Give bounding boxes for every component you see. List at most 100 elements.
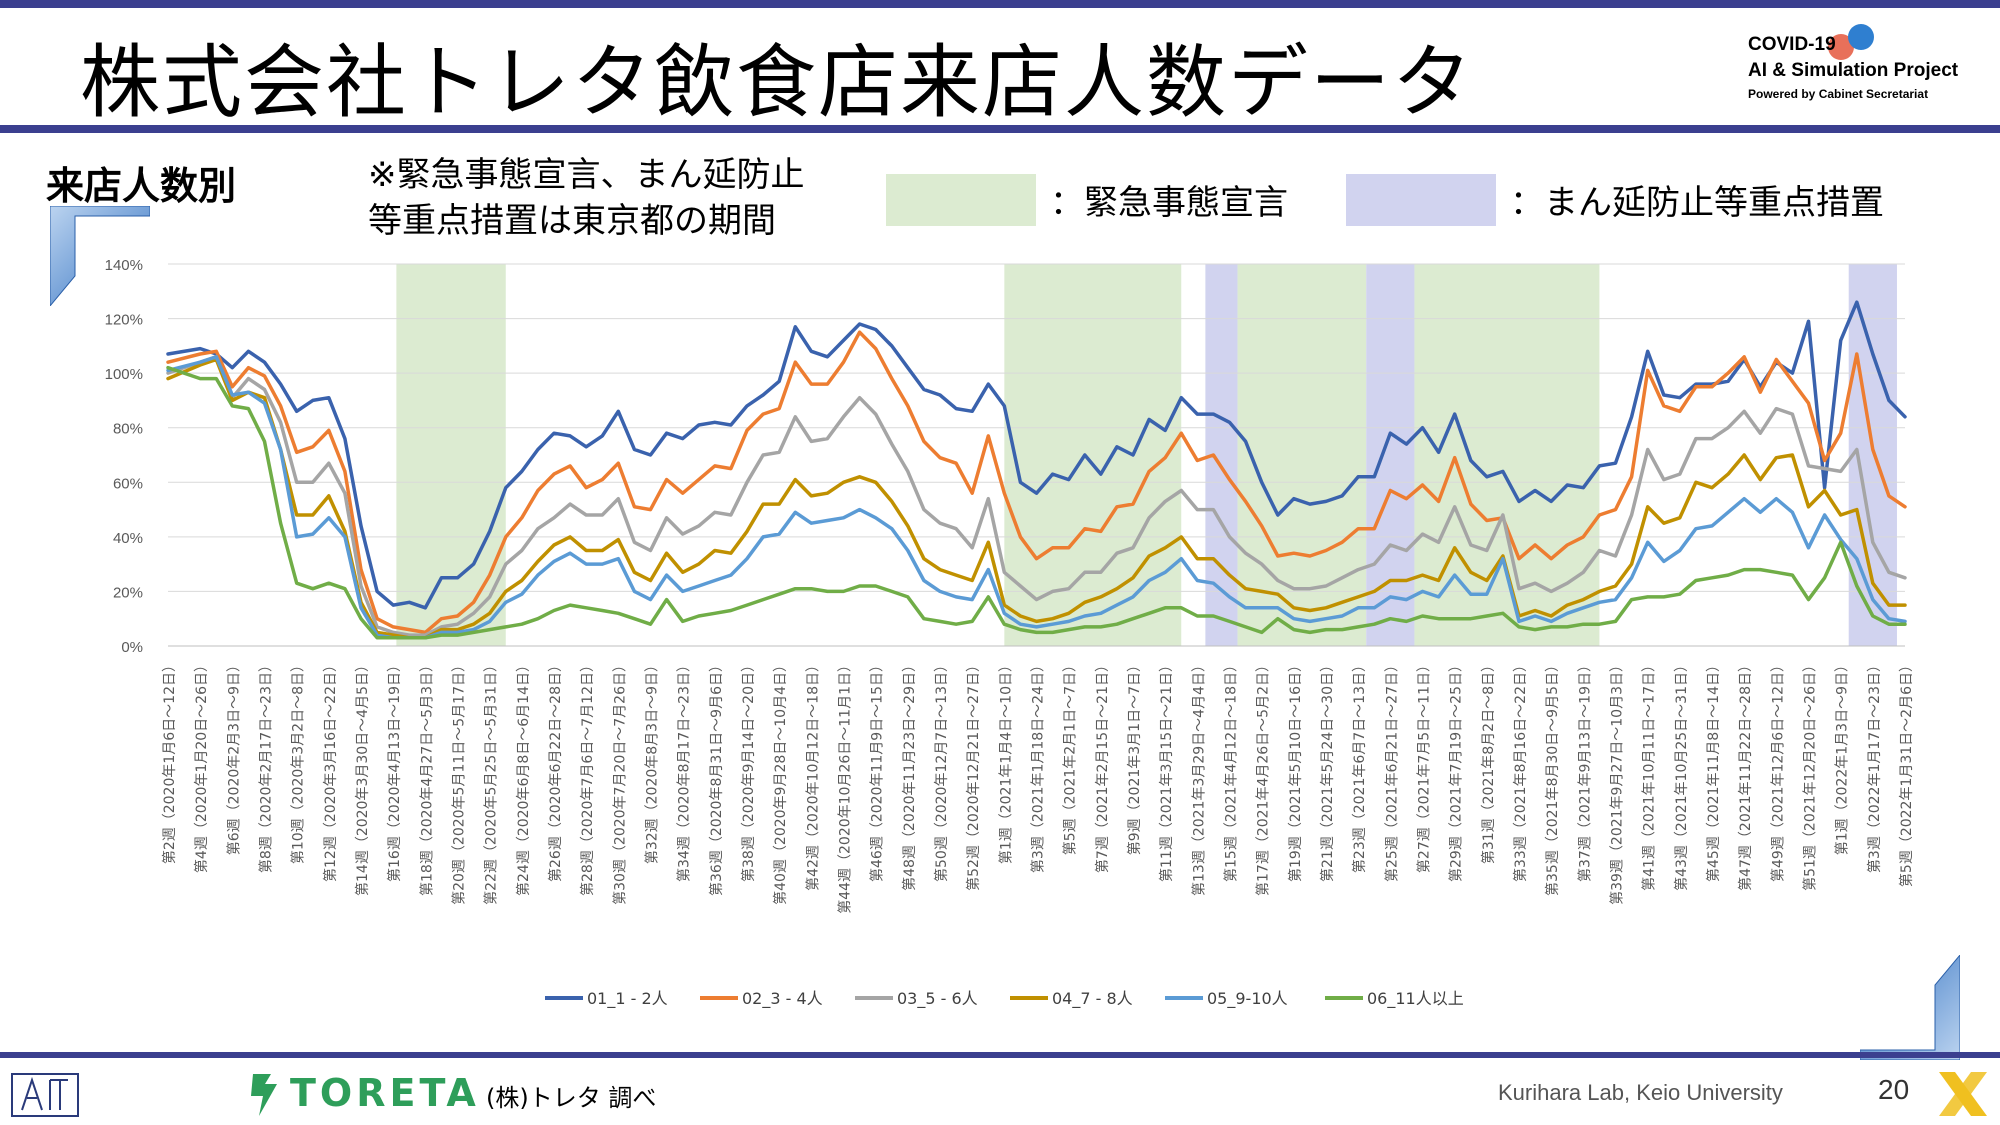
- x-tick-label: 第39週（2021年9月27日～10月3日）: [1609, 658, 1626, 905]
- covid-logo-line2: AI & Simulation Project: [1748, 60, 1959, 81]
- y-tick-label: 20%: [113, 584, 143, 601]
- x-tick-label: 第25週（2021年6月21日～27日）: [1383, 658, 1400, 882]
- x-tick-label: 第3週（2022年1月17日～23日）: [1866, 658, 1883, 873]
- x-tick-label: 第40週（2020年9月28日～10月4日）: [772, 658, 789, 905]
- shade-emergency-0: [396, 264, 506, 646]
- period-note-line1: ※緊急事態宣言、まん延防止: [368, 155, 805, 195]
- legend-priority-swatch: [1346, 174, 1496, 226]
- x-tick-label: 第30週（2020年7月20日～7月26日）: [611, 658, 628, 905]
- x-tick-label: 第32週（2020年8月3日～9日）: [644, 658, 661, 864]
- data-source: (株)トレタ 調べ: [486, 1084, 657, 1112]
- shade-emergency-1: [1004, 264, 1182, 646]
- visitor-chart: 0% 20% 40% 60% 80% 100% 120% 140% 第2週（2020年1月6日～…: [105, 257, 1915, 1009]
- y-tick-label: 60%: [113, 475, 143, 492]
- x-tick-label: 第16週（2020年4月13日～19日）: [386, 658, 403, 882]
- x-tick-label: 第3週（2021年1月18日～24日）: [1030, 658, 1047, 873]
- toreta-logo-icon: [251, 1074, 277, 1116]
- x-tick-label: 第26週（2020年6月22日～28日）: [547, 658, 564, 882]
- x-tick-label: 第5週（2021年2月1日～7日）: [1062, 658, 1079, 855]
- x-tick-label: 第8週（2020年2月17日～23日）: [258, 658, 275, 873]
- section-subtitle: 来店人数別: [46, 164, 237, 208]
- x-tick-label: 第27週（2021年7月5日～11日）: [1416, 658, 1433, 873]
- x-tick-label: 第19週（2021年5月10日～16日）: [1287, 658, 1304, 882]
- footer-divider: [0, 1052, 2000, 1058]
- x-tick-label: 第4週（2020年1月20日～26日）: [193, 658, 210, 873]
- x-tick-label: 第7週（2021年2月15日～21日）: [1094, 658, 1111, 873]
- legend-label-1: 01_1 - 2人: [587, 989, 668, 1009]
- shade-emergency-5: [1414, 264, 1600, 646]
- y-tick-label: 40%: [113, 530, 143, 547]
- shade-priority-4: [1366, 264, 1415, 646]
- x-tick-label: 第49週（2021年12月6日～12日）: [1769, 658, 1786, 882]
- x-tick-label: 第33週（2021年8月16日～22日）: [1512, 658, 1529, 882]
- period-note-line2: 等重点措置は東京都の期間: [368, 201, 776, 241]
- y-tick-label: 100%: [105, 366, 143, 383]
- x-tick-label: 第12週（2020年3月16日～22日）: [322, 658, 339, 882]
- x-tick-label: 第1週（2021年1月4日～10日）: [997, 658, 1014, 864]
- x-tick-label: 第13週（2021年3月29日～4月4日）: [1190, 658, 1207, 896]
- page-title: 株式会社トレタ飲食店来店人数データ: [80, 36, 1474, 129]
- legend-label-4: 04_7 - 8人: [1052, 989, 1133, 1009]
- x-tick-label: 第6週（2020年2月3日～9日）: [225, 658, 242, 855]
- y-tick-label: 120%: [105, 312, 143, 329]
- logo-blue-dot-icon: [1848, 24, 1874, 50]
- x-tick-label: 第45週（2021年11月8日～14日）: [1705, 658, 1722, 882]
- period-note: ※緊急事態宣言、まん延防止 等重点措置は東京都の期間: [368, 152, 888, 244]
- x-tick-label: 第14週（2020年3月30日～4月5日）: [354, 658, 371, 896]
- page-number: 20: [1878, 1074, 1910, 1105]
- x-tick-label: 第1週（2022年1月3日～9日）: [1834, 658, 1851, 855]
- covid-project-logo: COVID-19 AI & Simulation Project Powered…: [1748, 24, 1993, 104]
- x-tick-label: 第36週（2020年8月31日～9月6日）: [708, 658, 725, 896]
- x-tick-label: 第34週（2020年8月17日～23日）: [676, 658, 693, 882]
- legend-label-6: 06_11人以上: [1367, 989, 1464, 1009]
- top-band: [0, 0, 2000, 8]
- legend-label-5: 05_9-10人: [1207, 989, 1288, 1009]
- legend-emergency-swatch: [886, 174, 1036, 226]
- lab-credit: Kurihara Lab, Keio University: [1498, 1080, 1783, 1105]
- y-tick-label: 0%: [121, 639, 143, 656]
- series-line-5: [166, 355, 1907, 640]
- x-tick-label: 第42週（2020年10月12日～18日）: [804, 658, 821, 891]
- shade-emergency-3: [1237, 264, 1367, 646]
- x-tick-label: 第20週（2020年5月11日～5月17日）: [451, 658, 468, 905]
- x-tick-label: 第51週（2021年12月20日～26日）: [1802, 658, 1819, 891]
- x-tick-label: 第21週（2021年5月24日～30日）: [1319, 658, 1336, 882]
- legend-label-2: 02_3 - 4人: [742, 989, 823, 1009]
- x-tick-label: 第15週（2021年4月12日～18日）: [1223, 658, 1240, 882]
- x-tick-label: 第35週（2021年8月30日～9月5日）: [1544, 658, 1561, 896]
- legend-priority-label: ：まん延防止等重点措置: [1510, 183, 1884, 223]
- x-tick-label: 第47週（2021年11月22日～28日）: [1737, 658, 1754, 891]
- y-tick-label: 80%: [113, 421, 143, 438]
- x-tick-label: 第2週（2020年1月6日～12日）: [161, 658, 178, 864]
- legend-label-3: 03_5 - 6人: [897, 989, 978, 1009]
- x-tick-label: 第38週（2020年9月14日～20日）: [740, 658, 757, 882]
- series-line-6: [166, 365, 1907, 640]
- x-tick-label: 第31週（2021年8月2日～8日）: [1480, 658, 1497, 864]
- x-tick-label: 第28週（2020年7月6日～7月12日）: [579, 658, 596, 896]
- x-tick-label: 第48週（2020年11月23日～29日）: [901, 658, 918, 891]
- x-tick-label: 第44週（2020年10月26日～11月1日）: [837, 658, 854, 914]
- x-tick-label: 第29週（2021年7月19日～25日）: [1448, 658, 1465, 882]
- series-line-4: [166, 357, 1907, 640]
- x-tick-label: 第10週（2020年3月2日～8日）: [290, 658, 307, 864]
- x-tick-label: 第46週（2020年11月9日～15日）: [869, 658, 886, 882]
- x-logo-icon: [1939, 1072, 1987, 1116]
- series-line-3: [166, 355, 1907, 637]
- university-logo-icon: [11, 1073, 79, 1117]
- series-line-1: [166, 300, 1907, 610]
- x-tick-label: 第43週（2021年10月25日～31日）: [1673, 658, 1690, 891]
- series-line-2: [166, 330, 1907, 635]
- covid-logo-line1: COVID-19: [1748, 34, 1836, 55]
- x-tick-label: 第23週（2021年6月7日～13日）: [1351, 658, 1368, 873]
- x-tick-label: 第9週（2021年3月1日～7日）: [1126, 658, 1143, 855]
- corner-decoration-icon: [50, 206, 150, 306]
- corner-decoration-bottom-icon: [1860, 955, 1960, 1060]
- x-tick-label: 第11週（2021年3月15日～21日）: [1158, 658, 1175, 882]
- x-tick-label: 第50週（2020年12月7日～13日）: [933, 658, 950, 882]
- shade-priority-6: [1848, 264, 1897, 646]
- legend-emergency-label: ：緊急事態宣言: [1050, 183, 1288, 223]
- header-divider: [0, 125, 2000, 133]
- x-tick-label: 第37週（2021年9月13日～19日）: [1576, 658, 1593, 882]
- covid-logo-line3: Powered by Cabinet Secretariat: [1748, 87, 1929, 101]
- x-tick-label: 第22週（2020年5月25日～5月31日）: [483, 658, 500, 905]
